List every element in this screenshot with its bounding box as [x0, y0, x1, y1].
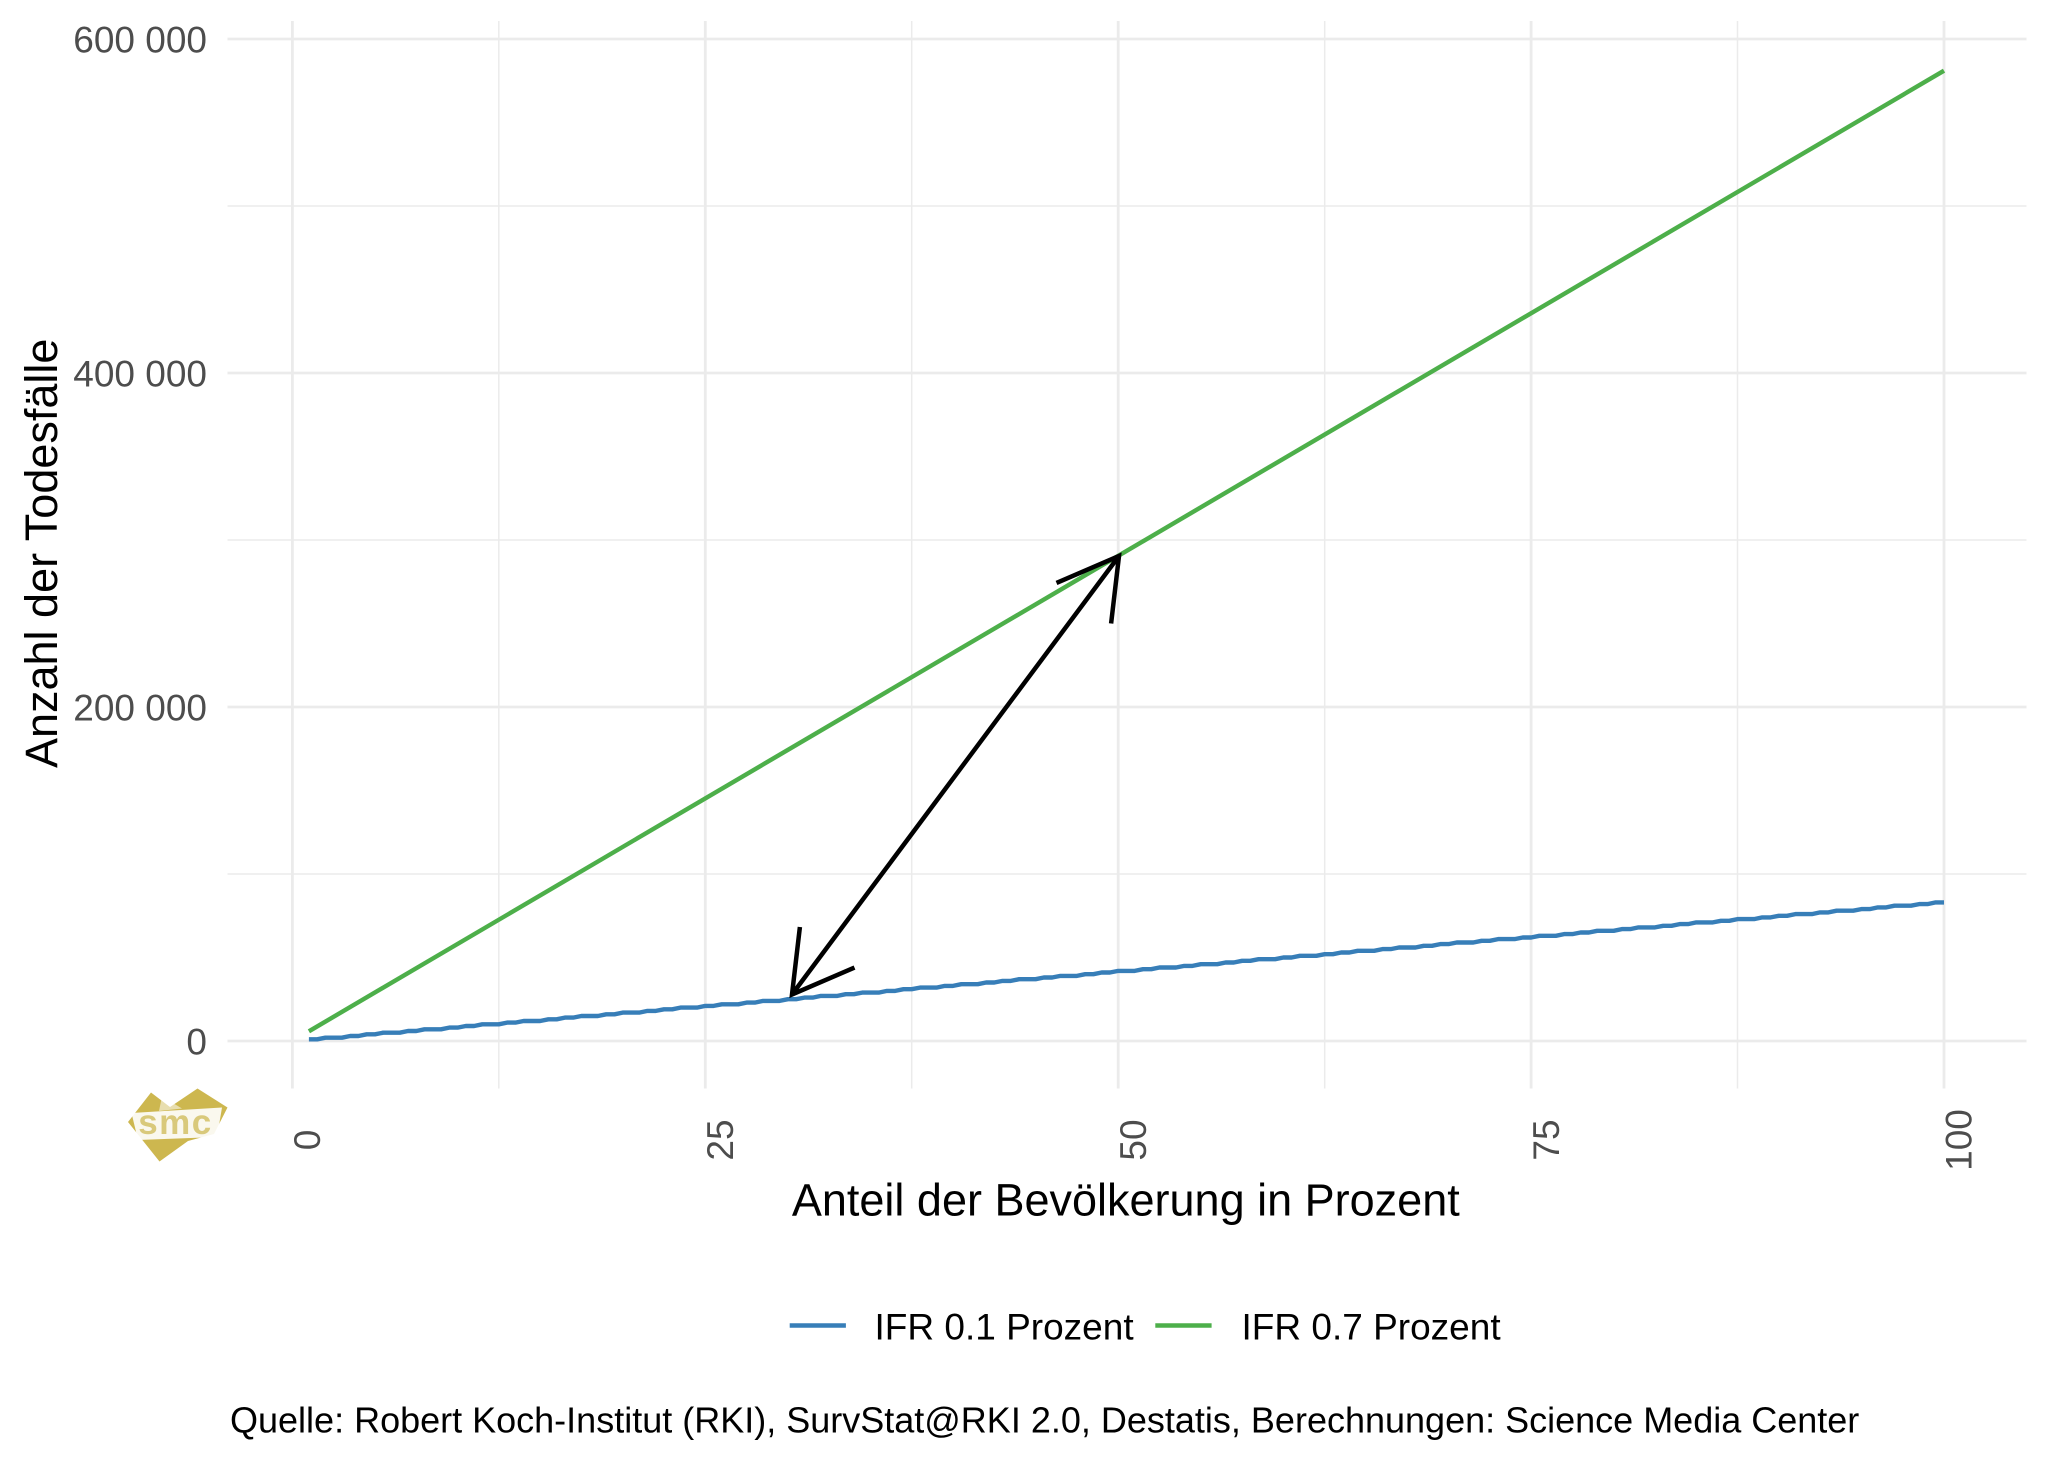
svg-text:Anzahl der Todesfälle: Anzahl der Todesfälle: [16, 339, 67, 768]
svg-text:100: 100: [1939, 1109, 1980, 1171]
svg-text:Anteil der Bevölkerung in Proz: Anteil der Bevölkerung in Prozent: [792, 1175, 1460, 1226]
svg-text:75: 75: [1526, 1119, 1567, 1160]
svg-text:IFR 0.1 Prozent: IFR 0.1 Prozent: [875, 1306, 1135, 1347]
svg-text:IFR 0.7 Prozent: IFR 0.7 Prozent: [1242, 1306, 1502, 1347]
svg-text:0: 0: [287, 1130, 328, 1151]
svg-text:25: 25: [700, 1119, 741, 1160]
svg-text:600 000: 600 000: [73, 20, 207, 61]
svg-text:400 000: 400 000: [73, 354, 207, 395]
svg-text:200 000: 200 000: [73, 688, 207, 729]
svg-text:50: 50: [1113, 1119, 1154, 1160]
svg-text:smc: smc: [138, 1103, 213, 1142]
svg-text:Quelle: Robert Koch-Institut (: Quelle: Robert Koch-Institut (RKI), Surv…: [230, 1400, 1859, 1441]
svg-text:0: 0: [186, 1022, 207, 1063]
